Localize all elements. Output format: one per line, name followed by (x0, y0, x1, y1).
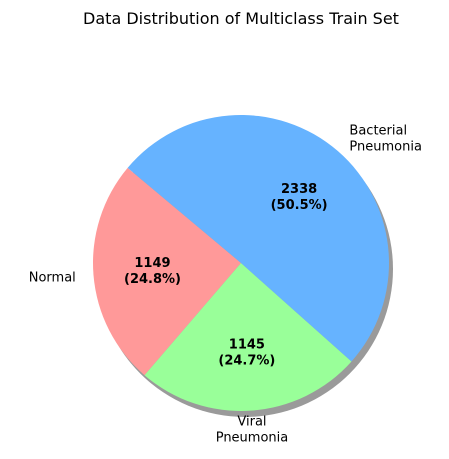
pie-slice (127, 114, 390, 362)
slice-percent-label: (24.8%) (124, 272, 181, 287)
slice-category-label-line: Bacterial (349, 124, 407, 139)
slice-value-label: 1145 (24.7%) (218, 338, 275, 369)
slice-count-label: 1149 (134, 256, 170, 271)
slice-count-label: 2338 (281, 182, 317, 197)
slice-value-label: 1149 (24.8%) (124, 256, 181, 287)
slice-category-label-line: Normal (29, 270, 76, 285)
slice-category-label-line: Viral (237, 414, 266, 429)
slice-count-label: 1145 (229, 338, 265, 353)
slice-category-label-line: Pneumonia (216, 430, 289, 445)
slice-percent-label: (50.5%) (271, 198, 328, 213)
slice-value-label: 2338 (50.5%) (271, 182, 328, 213)
slice-category-label: Bacterial Pneumonia (349, 124, 422, 155)
pie-slice (144, 263, 352, 411)
slice-category-label-line: Pneumonia (349, 140, 422, 155)
slice-category-label: Normal (29, 270, 76, 285)
slice-category-label: Viral Pneumonia (216, 414, 289, 445)
pie-slices (92, 114, 390, 411)
chart-title: Data Distribution of Multiclass Train Se… (83, 9, 399, 28)
pie-slice (92, 167, 241, 376)
slice-percent-label: (24.7%) (218, 354, 275, 369)
